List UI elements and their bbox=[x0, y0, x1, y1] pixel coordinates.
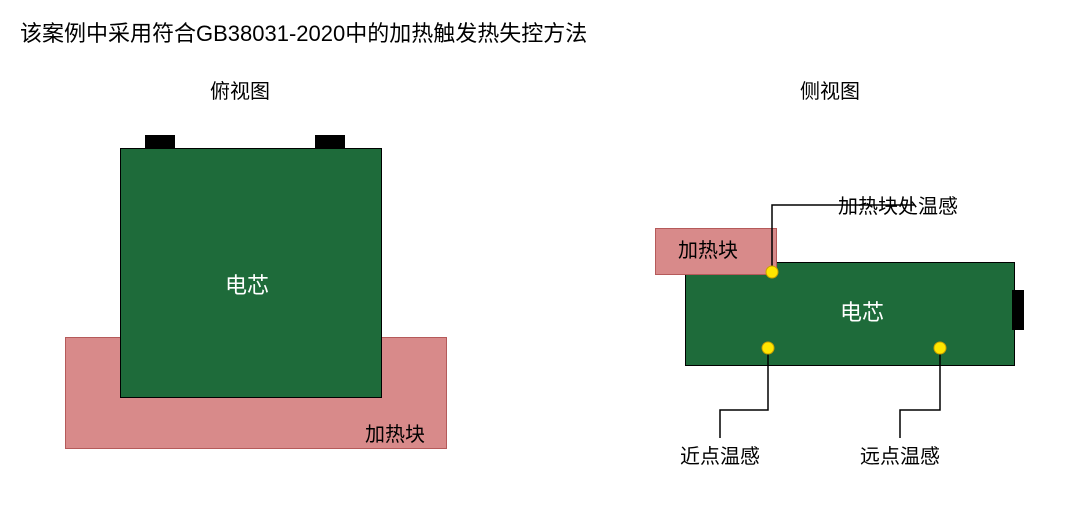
page-title: 该案例中采用符合GB38031-2020中的加热触发热失控方法 bbox=[20, 16, 587, 48]
side-cell-label: 电芯 bbox=[840, 295, 884, 327]
top-heater-label: 加热块 bbox=[365, 418, 425, 447]
label-heater-sensor: 加热块处温感 bbox=[838, 190, 958, 219]
top-view-title: 俯视图 bbox=[210, 75, 270, 104]
side-terminal bbox=[1012, 290, 1024, 330]
side-heater-label: 加热块 bbox=[678, 234, 738, 263]
top-cell-label: 电芯 bbox=[225, 268, 269, 300]
label-far-sensor: 远点温感 bbox=[860, 440, 940, 469]
top-terminal-right bbox=[315, 135, 345, 149]
label-near-sensor: 近点温感 bbox=[680, 440, 760, 469]
top-terminal-left bbox=[145, 135, 175, 149]
side-view-title: 侧视图 bbox=[800, 75, 860, 104]
